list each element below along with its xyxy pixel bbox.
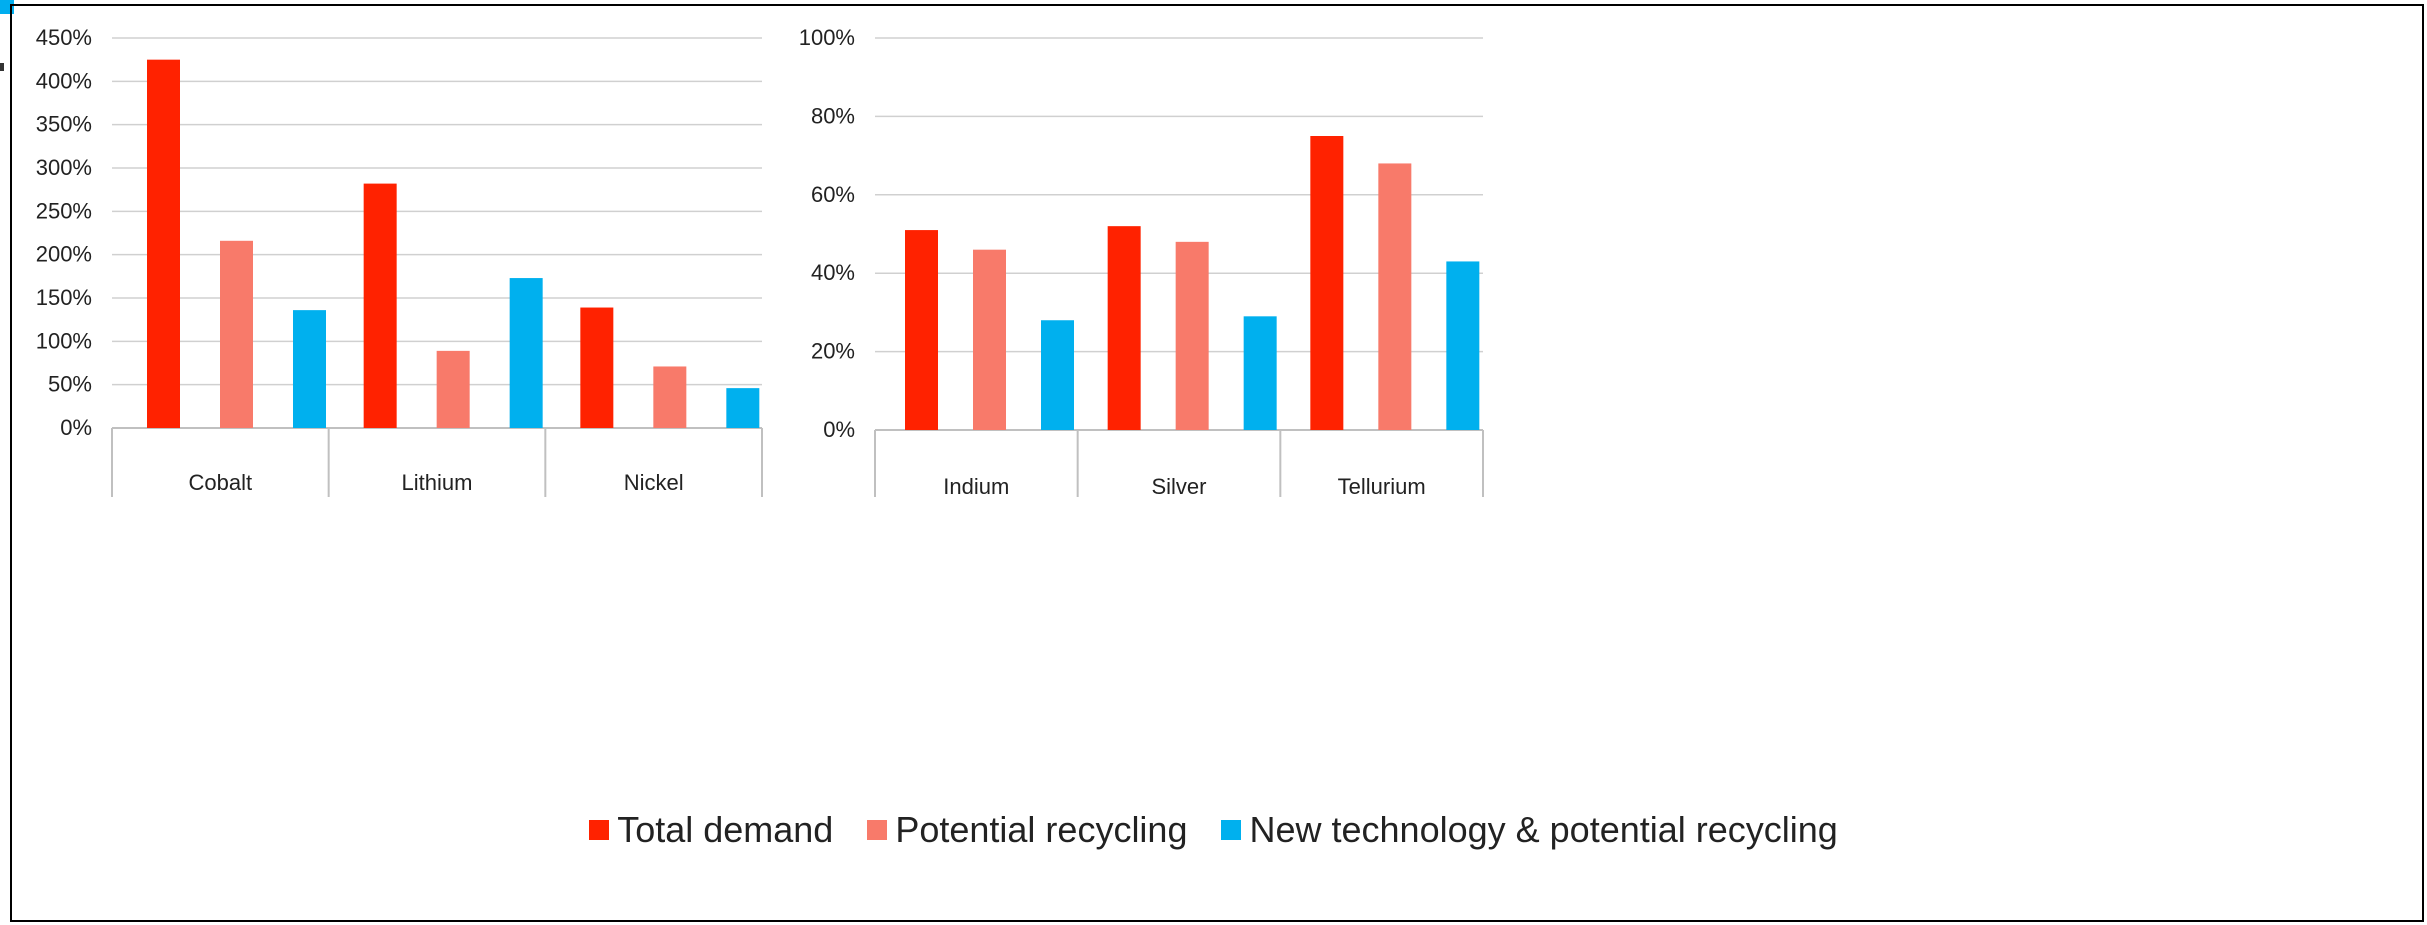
y-tick-label-right: 0% xyxy=(823,417,855,442)
bar-silver-new-technology-potential-recycling xyxy=(1243,316,1277,430)
bar-lithium-new-technology-potential-recycling xyxy=(509,278,543,428)
category-label-silver: Silver xyxy=(1151,474,1206,499)
y-tick-label-left: 250% xyxy=(36,198,92,223)
category-label-cobalt: Cobalt xyxy=(189,470,253,495)
y-tick-label-left: 350% xyxy=(36,112,92,137)
category-label-lithium: Lithium xyxy=(402,470,473,495)
legend-item-new-technology: New technology & potential recycling xyxy=(1221,809,1838,851)
bar-cobalt-total-demand xyxy=(147,59,180,429)
category-label-nickel: Nickel xyxy=(624,470,684,495)
legend-item-potential-recycling: Potential recycling xyxy=(867,809,1187,851)
bar-tellurium-potential-recycling xyxy=(1378,163,1412,430)
bar-cobalt-new-technology-potential-recycling xyxy=(293,310,326,428)
y-tick-label-left: 100% xyxy=(36,328,92,353)
y-tick-label-left: 0% xyxy=(60,415,92,440)
bar-cobalt-potential-recycling xyxy=(220,240,253,428)
legend-label-total-demand: Total demand xyxy=(617,809,834,850)
bar-indium-potential-recycling xyxy=(973,249,1006,430)
legend-swatch-potential-recycling xyxy=(867,820,888,840)
bar-tellurium-total-demand xyxy=(1310,136,1344,430)
y-tick-label-right: 40% xyxy=(811,260,855,285)
y-tick-label-right: 80% xyxy=(811,103,855,128)
bar-silver-total-demand xyxy=(1107,226,1141,430)
chart-frame xyxy=(10,4,2424,922)
bar-tellurium-new-technology-potential-recycling xyxy=(1446,261,1480,430)
bar-nickel-total-demand xyxy=(580,307,614,428)
y-tick-label-right: 60% xyxy=(811,182,855,207)
y-tick-label-right: 100% xyxy=(799,25,855,50)
category-label-indium: Indium xyxy=(943,474,1009,499)
category-label-tellurium: Tellurium xyxy=(1338,474,1426,499)
bar-indium-new-technology-potential-recycling xyxy=(1041,320,1074,430)
bar-nickel-new-technology-potential-recycling xyxy=(726,388,760,428)
legend: Total demand Potential recycling New tec… xyxy=(0,800,2427,860)
bar-indium-total-demand xyxy=(905,230,938,430)
legend-label-new-technology: New technology & potential recycling xyxy=(1249,809,1838,850)
bar-lithium-potential-recycling xyxy=(436,350,470,428)
legend-item-total-demand: Total demand xyxy=(589,809,833,851)
legend-swatch-total-demand xyxy=(589,820,610,840)
edge-mark xyxy=(0,63,4,71)
bar-silver-potential-recycling xyxy=(1175,241,1209,430)
legend-swatch-new-technology xyxy=(1221,820,1242,840)
y-tick-label-left: 200% xyxy=(36,242,92,267)
y-tick-label-left: 400% xyxy=(36,68,92,93)
bar-lithium-total-demand xyxy=(363,183,397,428)
y-tick-label-right: 20% xyxy=(811,339,855,364)
y-tick-label-left: 300% xyxy=(36,155,92,180)
legend-label-potential-recycling: Potential recycling xyxy=(895,809,1188,850)
y-tick-label-left: 450% xyxy=(36,25,92,50)
bar-nickel-potential-recycling xyxy=(653,366,687,428)
y-tick-label-left: 150% xyxy=(36,285,92,310)
y-tick-label-left: 50% xyxy=(48,372,92,397)
